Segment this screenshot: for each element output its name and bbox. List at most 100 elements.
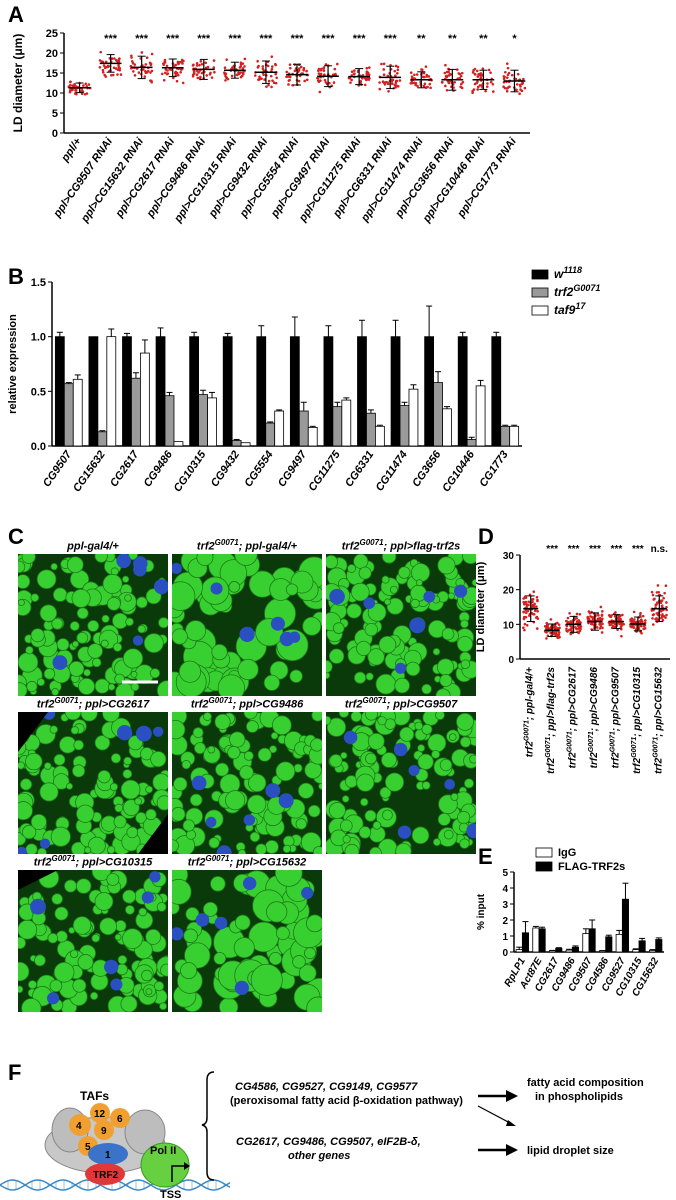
data-point — [523, 622, 527, 626]
nucleus — [409, 617, 426, 634]
data-point — [106, 64, 110, 68]
bar — [240, 442, 251, 447]
lipid-droplet — [125, 904, 135, 915]
lipid-droplet — [69, 621, 80, 632]
bar — [433, 382, 443, 447]
nucleus — [149, 871, 161, 883]
data-point — [74, 85, 78, 88]
panel-c-images: C ppl-gal4/+ trf2G0071; ppl-gal4/+ trf2G00… — [0, 520, 476, 1040]
nucleus — [216, 845, 232, 854]
data-point — [359, 80, 363, 83]
data-point — [261, 67, 265, 71]
data-point — [557, 630, 561, 634]
data-point — [143, 75, 147, 78]
lipid-droplet — [207, 745, 216, 754]
lipid-droplet — [47, 932, 59, 944]
data-point — [322, 69, 326, 72]
data-point — [165, 64, 169, 68]
lipid-droplet — [410, 598, 420, 609]
data-point — [262, 73, 265, 77]
data-point — [119, 73, 123, 76]
data-point — [117, 60, 121, 63]
data-point — [522, 600, 525, 604]
micrograph-image — [326, 554, 476, 696]
lipid-droplet — [18, 574, 31, 589]
data-point — [522, 77, 525, 81]
y-tick-label: 3 — [502, 900, 508, 911]
significance-label: *** — [291, 33, 305, 45]
significance-label: n.s. — [651, 544, 668, 555]
lipid-droplet — [130, 682, 140, 692]
tss-label: TSS — [160, 1189, 181, 1200]
lipid-droplet — [114, 933, 122, 941]
lipid-droplet — [460, 659, 471, 670]
significance-label: ** — [479, 33, 488, 45]
data-point — [386, 81, 389, 84]
y-tick-label: 0 — [502, 948, 508, 959]
data-point — [133, 74, 137, 77]
micrograph-label: ppl-gal4/+ — [67, 540, 119, 553]
lipid-droplet — [159, 1002, 168, 1011]
data-point — [396, 68, 400, 72]
data-point — [661, 618, 665, 622]
lipid-droplet — [30, 593, 40, 602]
data-point — [393, 69, 397, 73]
lipid-droplet — [421, 723, 433, 735]
lipid-droplet — [77, 954, 94, 971]
data-point — [484, 89, 487, 93]
data-point — [620, 634, 623, 638]
lipid-droplet — [117, 955, 128, 965]
lipid-droplet — [312, 845, 322, 854]
lipid-droplet — [237, 849, 247, 854]
lipid-droplet — [297, 782, 315, 799]
lipid-droplet — [102, 574, 123, 594]
lipid-droplet — [342, 835, 351, 844]
lipid-droplet — [399, 726, 415, 742]
data-point — [378, 87, 382, 91]
micrograph-tile: trf2G0071; ppl>CG9486 — [172, 696, 322, 854]
lipid-droplet — [150, 751, 167, 768]
y-tick-label: 30 — [503, 551, 515, 562]
lipid-droplet — [18, 652, 39, 673]
legend-entry: trf2G0071 — [554, 283, 600, 299]
data-point — [535, 595, 539, 599]
data-point — [429, 86, 432, 90]
micrograph-tile: trf2G0071; ppl>CG15632 — [172, 854, 322, 1012]
lipid-droplet — [50, 562, 58, 571]
bar — [399, 405, 410, 447]
category-label: CG15632 — [71, 449, 108, 494]
nucleus — [132, 635, 144, 646]
lipid-droplet — [395, 842, 412, 854]
data-point — [505, 62, 509, 65]
data-point — [270, 67, 274, 71]
lipid-droplet — [377, 716, 387, 726]
data-point — [266, 64, 270, 68]
data-point — [174, 73, 178, 77]
lipid-droplet — [416, 579, 423, 587]
lipid-droplet — [72, 640, 79, 648]
lipid-droplet — [411, 563, 431, 583]
data-point — [598, 627, 602, 630]
data-point — [162, 78, 166, 82]
data-point — [595, 625, 598, 629]
data-point — [476, 85, 480, 89]
lipid-droplet — [289, 669, 303, 683]
data-point — [536, 599, 539, 603]
y-tick-label: 25 — [46, 28, 58, 40]
lipid-droplet — [43, 668, 56, 680]
data-point — [198, 63, 201, 67]
data-point — [423, 82, 427, 86]
data-point — [633, 618, 636, 621]
lipid-droplet — [394, 677, 410, 694]
lipid-droplet — [184, 942, 211, 969]
lipid-droplet — [55, 930, 68, 943]
data-point — [565, 619, 568, 623]
data-point — [616, 628, 619, 631]
data-point — [449, 73, 452, 76]
data-point — [506, 73, 510, 77]
data-point — [565, 627, 568, 631]
lipid-droplet — [122, 889, 137, 904]
tissue-edge — [18, 712, 48, 752]
bar — [408, 388, 419, 447]
data-point — [149, 71, 152, 74]
